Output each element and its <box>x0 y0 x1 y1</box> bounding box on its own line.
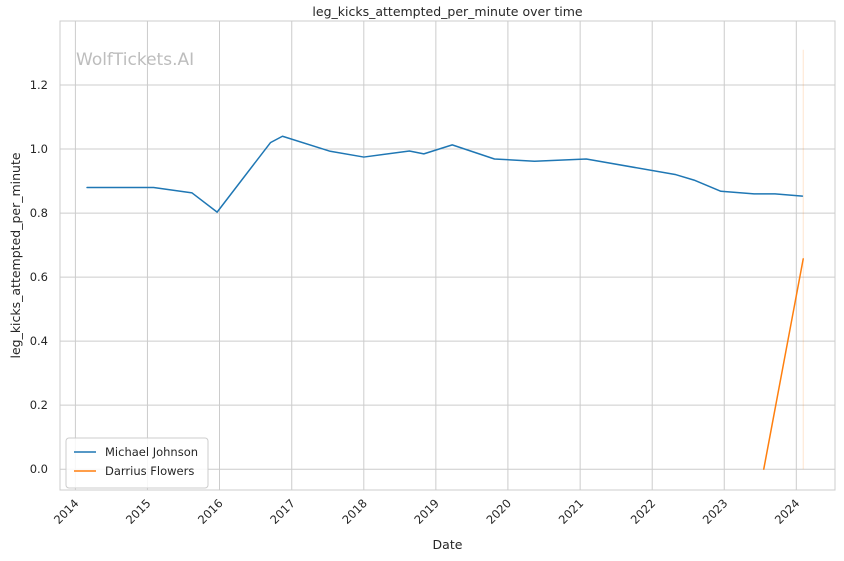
legend-label-michael-johnson: Michael Johnson <box>105 445 198 459</box>
y-tick-label: 0.8 <box>30 206 48 220</box>
plot-frame <box>59 20 836 491</box>
y-tick-label: 1.0 <box>30 142 48 156</box>
grid <box>60 21 835 490</box>
series-line-darrius-flowers <box>762 258 804 470</box>
y-tick-label: 0.2 <box>30 398 48 412</box>
y-tick-label: 0.4 <box>30 334 48 348</box>
legend: Michael Johnson Darrius Flowers <box>65 437 209 489</box>
chart-title: leg_kicks_attempted_per_minute over time <box>312 4 582 19</box>
y-tick-label: 1.2 <box>30 78 48 92</box>
y-axis-title: leg_kicks_attempted_per_minute <box>8 152 23 358</box>
y-axis-ticks: 0.0 0.2 0.4 0.6 0.8 1.0 1.2 <box>30 78 48 476</box>
legend-label-darrius-flowers: Darrius Flowers <box>105 464 194 478</box>
legend-box <box>65 437 209 489</box>
y-tick-label: 0.6 <box>30 270 48 284</box>
series-group <box>86 49 804 470</box>
series-line-michael-johnson <box>86 135 804 213</box>
x-axis-title: Date <box>433 537 463 552</box>
watermark: WolfTickets.AI <box>76 50 194 70</box>
y-tick-label: 0.0 <box>30 462 48 476</box>
